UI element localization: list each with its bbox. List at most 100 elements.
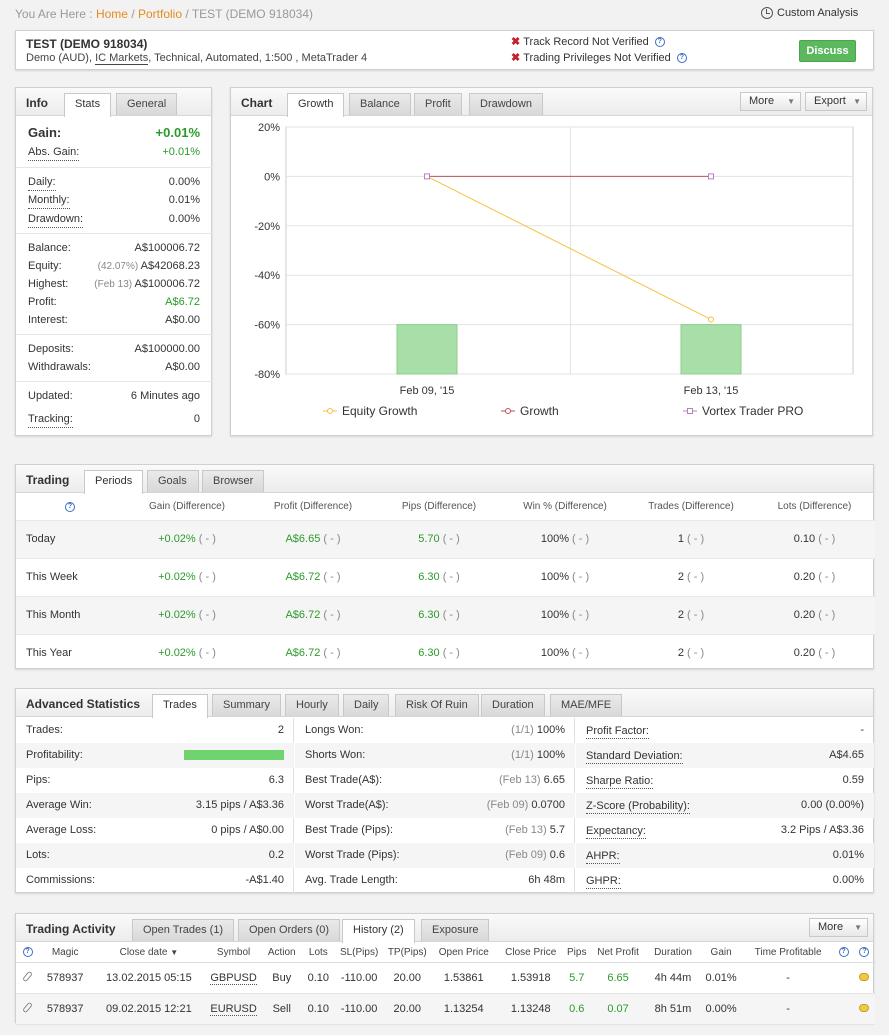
legend-marker bbox=[505, 408, 511, 414]
stat-label[interactable]: Profit Factor: bbox=[586, 725, 649, 739]
column-header-action[interactable]: Action bbox=[260, 943, 303, 963]
help-icon[interactable]: ? bbox=[654, 37, 665, 48]
column-header-time-profitable[interactable]: Time Profitable bbox=[743, 943, 834, 963]
custom-analysis-link[interactable]: Custom Analysis bbox=[761, 7, 858, 20]
breadcrumb-home-link[interactable]: Home bbox=[95, 7, 128, 21]
tab-periods[interactable]: Periods bbox=[84, 470, 144, 494]
advanced-statistics-title: Advanced Statistics bbox=[26, 697, 141, 711]
stat-value: 3.15 pips / A$3.36 bbox=[195, 799, 284, 811]
tp-value: 20.00 bbox=[393, 971, 422, 984]
tracking-value: 0 bbox=[193, 413, 200, 425]
column-header-gain[interactable]: Gain bbox=[699, 943, 744, 963]
column-header-duration[interactable]: Duration bbox=[646, 943, 700, 963]
symbol-value[interactable]: GBPUSD bbox=[210, 971, 257, 985]
cell-gain: +0.02% ( - ) bbox=[124, 557, 250, 596]
stat-row: Best Trade (Pips): (Feb 13) 5.7 bbox=[295, 818, 575, 843]
tab-drawdown[interactable]: Drawdown bbox=[469, 93, 543, 115]
column-header-close-price[interactable]: Close Price bbox=[497, 943, 565, 963]
daily-label[interactable]: Daily: bbox=[28, 174, 56, 191]
tab-hourly[interactable]: Hourly bbox=[285, 694, 339, 716]
broker-link[interactable]: IC Markets bbox=[95, 52, 149, 65]
stat-row: Standard Deviation: A$4.65 bbox=[576, 743, 874, 768]
action-value: Sell bbox=[272, 1002, 291, 1015]
export-button[interactable]: Export ▼ bbox=[805, 92, 867, 111]
tab-summary[interactable]: Summary bbox=[212, 694, 282, 716]
tab-growth[interactable]: Growth bbox=[287, 93, 345, 117]
tab-duration[interactable]: Duration bbox=[481, 694, 545, 716]
tab-trades[interactable]: Trades bbox=[152, 694, 208, 718]
legend-label[interactable]: Growth bbox=[520, 404, 559, 418]
column-header-close-date[interactable]: Close date ▼ bbox=[91, 943, 207, 963]
comment-icon[interactable] bbox=[859, 1003, 870, 1012]
stat-label: Avg. Trade Length: bbox=[305, 874, 398, 886]
stat-label: Pips: bbox=[26, 774, 51, 786]
tab-balance[interactable]: Balance bbox=[349, 93, 411, 115]
abs-gain-label[interactable]: Abs. Gain: bbox=[28, 144, 80, 161]
trading-panel: Trading Periods Goals Browser ? Gain (Di… bbox=[15, 464, 875, 672]
column-header-tp[interactable]: TP(Pips) bbox=[384, 943, 431, 963]
column-header-net-profit[interactable]: Net Profit bbox=[589, 943, 647, 963]
stat-value: 0.01% bbox=[832, 849, 864, 861]
monthly-label[interactable]: Monthly: bbox=[28, 192, 70, 209]
tab-history[interactable]: History (2) bbox=[342, 919, 415, 943]
more-button[interactable]: More ▼ bbox=[740, 92, 801, 111]
tab-goals[interactable]: Goals bbox=[147, 470, 199, 492]
x-tick-label: Feb 13, '15 bbox=[684, 385, 739, 397]
breadcrumb-portfolio-link[interactable]: Portfolio bbox=[138, 7, 183, 21]
stat-label: Profitability: bbox=[26, 749, 83, 761]
more-button[interactable]: More ▼ bbox=[809, 918, 868, 937]
paperclip-icon[interactable] bbox=[22, 1001, 33, 1013]
monthly-value: 0.01% bbox=[168, 194, 200, 206]
column-header-sl[interactable]: SL(Pips) bbox=[334, 943, 385, 963]
cell-close: 1.13248 bbox=[497, 993, 565, 1025]
stat-label[interactable]: Standard Deviation: bbox=[586, 750, 683, 764]
column-header-magic[interactable]: Magic bbox=[39, 943, 92, 963]
column-header-open-price[interactable]: Open Price bbox=[430, 943, 498, 963]
stat-label[interactable]: Z-Score (Probability): bbox=[586, 800, 690, 814]
stat-label[interactable]: Expectancy: bbox=[586, 825, 646, 839]
tab-daily[interactable]: Daily bbox=[343, 694, 390, 716]
cell-action: Buy bbox=[260, 962, 303, 994]
highest-value: A$100006.72 bbox=[134, 278, 200, 290]
dropdown-arrow-icon: ▼ bbox=[854, 923, 862, 932]
profitability-bar-fill bbox=[184, 750, 284, 761]
discuss-button[interactable]: Discuss bbox=[799, 40, 856, 62]
tab-open-orders[interactable]: Open Orders (0) bbox=[238, 919, 341, 941]
tab-risk-of-ruin[interactable]: Risk Of Ruin bbox=[395, 694, 479, 716]
table-row: This Year +0.02% ( - ) A$6.72 ( - ) 6.30 ( … bbox=[16, 633, 875, 672]
gain-value: +0.01% bbox=[155, 125, 200, 140]
tab-mae-mfe[interactable]: MAE/MFE bbox=[550, 694, 623, 716]
tab-stats[interactable]: Stats bbox=[64, 93, 112, 117]
stat-label[interactable]: GHPR: bbox=[586, 875, 621, 889]
drawdown-label[interactable]: Drawdown: bbox=[28, 211, 84, 228]
help-icon[interactable]: ? bbox=[859, 947, 870, 958]
tab-open-trades[interactable]: Open Trades (1) bbox=[132, 919, 235, 941]
column-header-symbol[interactable]: Symbol bbox=[206, 943, 261, 963]
stat-label[interactable]: AHPR: bbox=[586, 850, 620, 864]
trades-value: 1 bbox=[677, 533, 684, 545]
cell-profit: A$6.72 ( - ) bbox=[250, 633, 376, 672]
column-header-pips[interactable]: Pips bbox=[564, 943, 590, 963]
tracking-label[interactable]: Tracking: bbox=[28, 411, 73, 428]
legend-label[interactable]: Vortex Trader PRO bbox=[702, 404, 803, 418]
help-icon[interactable]: ? bbox=[838, 947, 849, 958]
cell-pips: 5.7 bbox=[564, 962, 590, 994]
comment-icon[interactable] bbox=[859, 972, 870, 981]
stat-value-wrap: 0 pips / A$0.00 bbox=[211, 818, 284, 843]
tab-exposure[interactable]: Exposure bbox=[421, 919, 490, 941]
cell-open: 1.53861 bbox=[430, 962, 498, 994]
symbol-value[interactable]: EURUSD bbox=[210, 1002, 257, 1016]
tab-profit[interactable]: Profit bbox=[414, 93, 462, 115]
help-icon[interactable]: ? bbox=[22, 947, 33, 958]
table-row: 578937 13.02.2015 05:15 GBPUSD Buy 0.10 -110.… bbox=[16, 962, 875, 994]
win-value: 100% bbox=[540, 609, 569, 621]
win-difference: ( - ) bbox=[572, 571, 590, 583]
tab-browser[interactable]: Browser bbox=[202, 470, 265, 492]
help-icon[interactable]: ? bbox=[65, 501, 75, 512]
stat-label[interactable]: Sharpe Ratio: bbox=[586, 775, 654, 789]
column-header-lots[interactable]: Lots bbox=[302, 943, 335, 963]
help-icon[interactable]: ? bbox=[676, 53, 687, 64]
tab-general[interactable]: General bbox=[116, 93, 177, 115]
legend-label[interactable]: Equity Growth bbox=[342, 404, 417, 418]
paperclip-icon[interactable] bbox=[22, 970, 33, 982]
